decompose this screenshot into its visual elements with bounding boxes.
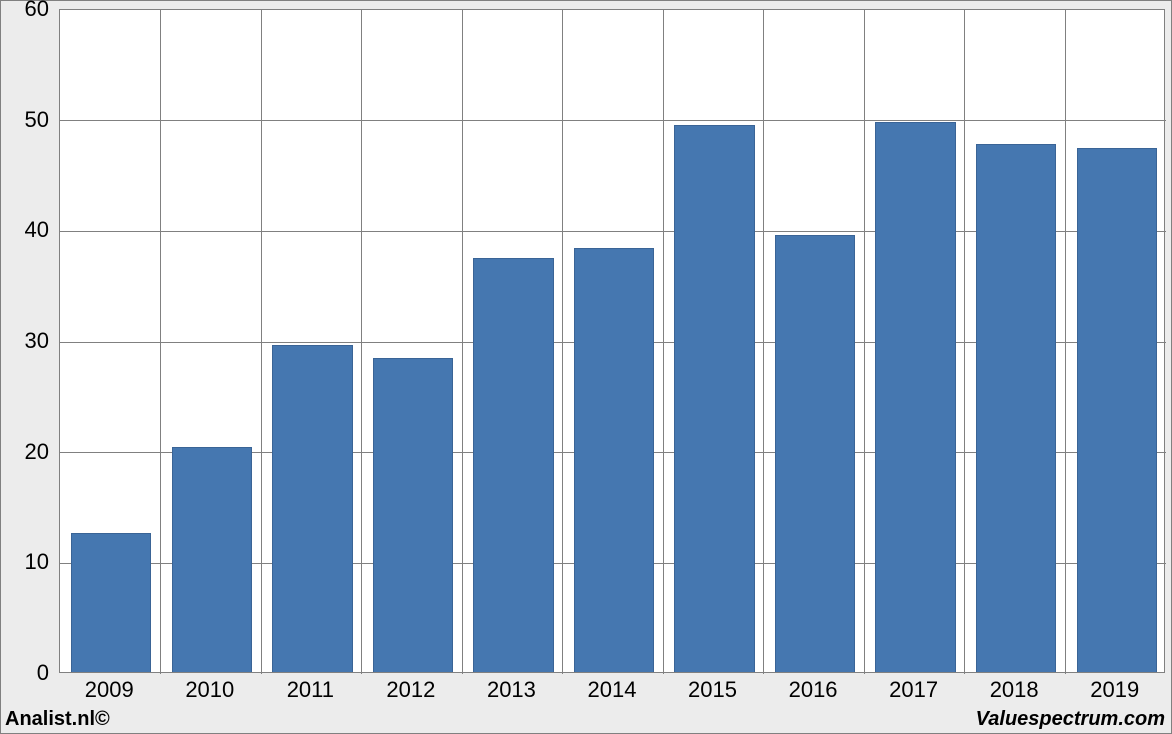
bar bbox=[674, 125, 754, 672]
gridline-vertical bbox=[1065, 10, 1066, 674]
bar bbox=[976, 144, 1056, 672]
y-tick-label: 50 bbox=[1, 107, 49, 133]
y-tick-label: 40 bbox=[1, 217, 49, 243]
y-tick-label: 10 bbox=[1, 549, 49, 575]
gridline-vertical bbox=[763, 10, 764, 674]
gridline-vertical bbox=[261, 10, 262, 674]
gridline-vertical bbox=[361, 10, 362, 674]
x-tick-label: 2015 bbox=[662, 677, 763, 703]
gridline-vertical bbox=[864, 10, 865, 674]
gridline-vertical bbox=[562, 10, 563, 674]
y-tick-label: 30 bbox=[1, 328, 49, 354]
bar bbox=[1077, 148, 1157, 672]
bar bbox=[775, 235, 855, 672]
x-tick-label: 2017 bbox=[863, 677, 964, 703]
gridline-vertical bbox=[964, 10, 965, 674]
x-tick-label: 2019 bbox=[1064, 677, 1165, 703]
gridline-horizontal bbox=[60, 120, 1166, 121]
footer-right-label: Valuespectrum.com bbox=[976, 708, 1165, 731]
y-tick-label: 0 bbox=[1, 660, 49, 686]
x-tick-label: 2013 bbox=[461, 677, 562, 703]
chart-frame: 0102030405060 20092010201120122013201420… bbox=[0, 0, 1172, 734]
y-tick-label: 20 bbox=[1, 439, 49, 465]
x-tick-label: 2010 bbox=[160, 677, 261, 703]
footer-left-label: Analist.nl© bbox=[5, 708, 110, 731]
gridline-vertical bbox=[663, 10, 664, 674]
x-tick-label: 2011 bbox=[260, 677, 361, 703]
x-tick-label: 2014 bbox=[562, 677, 663, 703]
bar bbox=[272, 345, 352, 672]
plot-area bbox=[59, 9, 1165, 673]
y-tick-label: 60 bbox=[1, 0, 49, 22]
x-tick-label: 2016 bbox=[763, 677, 864, 703]
x-tick-label: 2018 bbox=[964, 677, 1065, 703]
bar bbox=[473, 258, 553, 672]
x-tick-label: 2012 bbox=[361, 677, 462, 703]
x-tick-label: 2009 bbox=[59, 677, 160, 703]
bar bbox=[71, 533, 151, 672]
bar bbox=[574, 248, 654, 672]
bar bbox=[373, 358, 453, 672]
bar bbox=[172, 447, 252, 672]
gridline-vertical bbox=[160, 10, 161, 674]
gridline-vertical bbox=[462, 10, 463, 674]
bar bbox=[875, 122, 955, 672]
